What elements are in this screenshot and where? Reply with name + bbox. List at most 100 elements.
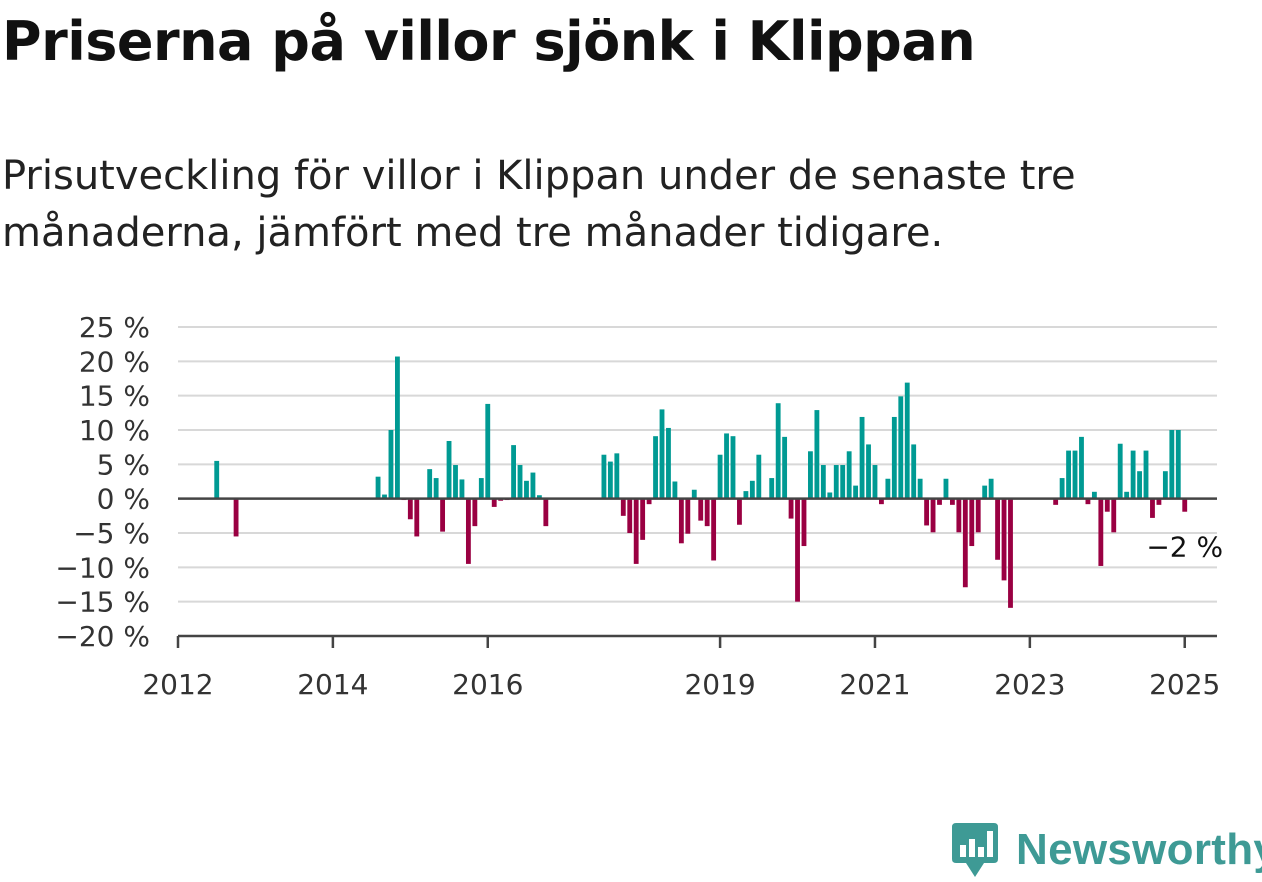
x-tick-label: 2025 <box>1149 668 1220 701</box>
bar <box>427 469 433 499</box>
bar <box>1143 450 1149 499</box>
bar <box>704 498 710 527</box>
bar <box>1001 498 1007 581</box>
bar <box>1175 430 1181 499</box>
bar <box>743 491 749 499</box>
bar <box>1059 478 1065 499</box>
bar <box>214 460 220 499</box>
bar <box>1091 491 1097 499</box>
newsworthy-logo: Newsworthy <box>950 818 1262 882</box>
bar <box>614 453 620 499</box>
bar <box>917 478 923 499</box>
chart-subtitle: Prisutveckling för villor i Klippan unde… <box>2 153 1076 256</box>
bar <box>911 444 917 499</box>
bar <box>1111 498 1117 533</box>
x-tick-label: 2021 <box>839 668 910 701</box>
bar <box>524 480 529 499</box>
bar <box>395 356 400 499</box>
x-axis-labels: 2012 2014 2016 2019 2021 2023 2025 <box>142 636 1220 701</box>
y-tick-label: 10 % <box>79 414 150 447</box>
bar <box>233 498 239 537</box>
bar <box>1085 498 1091 505</box>
bar <box>620 498 626 516</box>
bar <box>756 454 762 499</box>
bar <box>969 498 975 547</box>
bar <box>388 430 394 499</box>
bar <box>601 454 607 499</box>
bar <box>827 492 833 499</box>
bar <box>730 436 736 499</box>
bar <box>769 478 775 499</box>
y-tick-label: 0 % <box>97 483 150 516</box>
bar <box>659 409 665 499</box>
bar <box>382 494 387 499</box>
bar <box>1169 430 1175 499</box>
bar <box>1098 498 1104 566</box>
bar <box>1156 498 1162 505</box>
bar <box>749 480 755 499</box>
bar <box>685 498 691 534</box>
bar <box>846 451 852 499</box>
bar <box>459 479 465 499</box>
bar <box>375 476 381 499</box>
bar <box>711 498 717 561</box>
bar <box>1072 450 1078 499</box>
bar <box>988 478 994 499</box>
bar <box>982 485 988 499</box>
bar <box>788 498 794 519</box>
bar <box>737 498 742 525</box>
bar <box>937 498 942 505</box>
bar <box>1137 471 1142 499</box>
bar <box>472 498 478 527</box>
bar <box>407 498 413 520</box>
y-axis-labels: 25 %20 %15 %10 %5 %0 %−5 %−10 %−15 %−20 … <box>55 311 150 653</box>
bar-chart: 25 %20 %15 %10 %5 %0 %−5 %−10 %−15 %−20 … <box>55 311 1223 701</box>
bar <box>724 433 729 499</box>
bar <box>653 436 658 499</box>
bar <box>1182 498 1188 512</box>
bar <box>1162 471 1168 499</box>
bar <box>1053 498 1059 505</box>
bar <box>898 396 904 499</box>
bar <box>414 498 420 537</box>
bar <box>801 498 807 547</box>
bar <box>672 481 678 499</box>
bar <box>885 478 891 499</box>
bar <box>440 498 446 532</box>
bar <box>698 498 704 521</box>
x-tick-label: 2019 <box>684 668 755 701</box>
bar <box>795 498 800 602</box>
bar <box>491 498 497 507</box>
bar <box>517 465 523 499</box>
y-tick-label: −10 % <box>55 551 150 584</box>
brand-name: Newsworthy <box>1016 825 1262 874</box>
y-tick-label: −20 % <box>55 620 150 653</box>
bar <box>782 436 788 499</box>
bar <box>962 498 968 588</box>
bar <box>820 465 826 499</box>
bar <box>478 478 484 499</box>
bar <box>859 416 865 499</box>
bar <box>853 485 859 499</box>
bar <box>717 454 723 499</box>
bar <box>646 498 652 505</box>
bar <box>814 410 820 499</box>
bar <box>1008 498 1013 608</box>
y-tick-label: 20 % <box>79 345 150 378</box>
bar <box>1150 498 1155 518</box>
bar <box>975 498 981 533</box>
bar <box>543 498 549 527</box>
bar <box>691 489 697 499</box>
x-tick-label: 2012 <box>142 668 213 701</box>
bar <box>678 498 684 544</box>
bar <box>485 403 491 499</box>
bar <box>666 427 671 499</box>
bar <box>833 465 839 499</box>
y-tick-label: 5 % <box>97 448 150 481</box>
bar <box>511 445 516 499</box>
x-tick-label: 2023 <box>994 668 1065 701</box>
bar <box>866 444 871 499</box>
newsworthy-logo-icon <box>952 823 998 877</box>
bars <box>214 356 1188 608</box>
bar <box>930 498 936 533</box>
